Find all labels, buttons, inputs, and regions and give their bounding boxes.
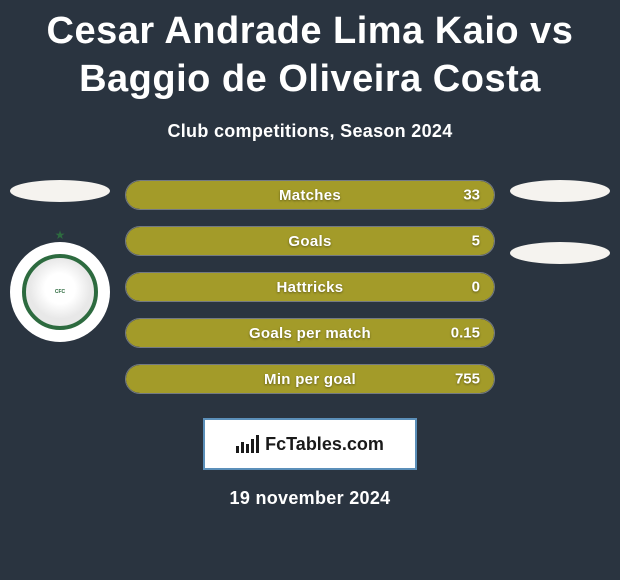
subtitle: Club competitions, Season 2024 [0,121,620,142]
right-player-column [510,180,610,264]
comparison-panel: ★ CFC Matches 33 Goals 5 Hattricks 0 Goals per… [0,180,620,394]
stat-label: Goals [288,233,331,250]
stat-label: Goals per match [249,325,371,342]
stat-label: Min per goal [264,371,356,388]
stat-label: Hattricks [277,279,344,296]
stats-bars: Matches 33 Goals 5 Hattricks 0 Goals per match… [125,180,495,394]
stat-right-value: 0 [472,279,480,296]
date-text: 19 november 2024 [0,488,620,509]
stat-bar: Goals 5 [125,226,495,256]
stat-bar: Matches 33 [125,180,495,210]
left-club-logo: ★ CFC [10,242,110,342]
bar-chart-icon [236,435,259,453]
stat-label: Matches [279,187,341,204]
stat-right-value: 0.15 [451,325,480,342]
logo-text: CFC [55,290,65,295]
stat-right-value: 755 [455,371,480,388]
stat-bar: Goals per match 0.15 [125,318,495,348]
left-player-column: ★ CFC [10,180,110,342]
right-player-name-ellipse [510,180,610,202]
stat-right-value: 33 [463,187,480,204]
right-club-ellipse [510,242,610,264]
logo-star-icon: ★ [55,228,66,242]
brand-box[interactable]: FcTables.com [203,418,417,470]
brand-text: FcTables.com [265,434,384,455]
page-title: Cesar Andrade Lima Kaio vs Baggio de Oli… [0,0,620,103]
stat-right-value: 5 [472,233,480,250]
left-player-name-ellipse [10,180,110,202]
stat-bar: Hattricks 0 [125,272,495,302]
stat-bar: Min per goal 755 [125,364,495,394]
